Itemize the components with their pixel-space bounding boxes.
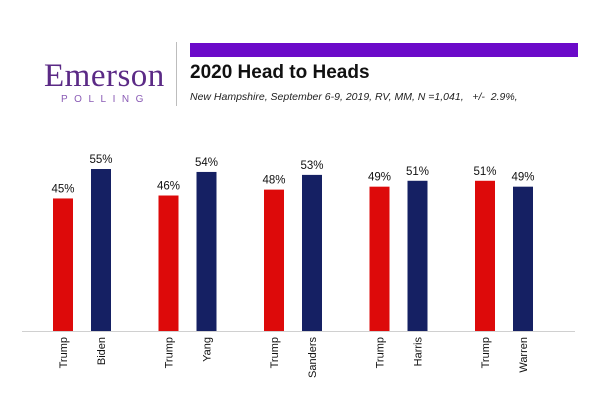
- bar-sanders-3: [302, 174, 322, 331]
- header-divider: [176, 42, 177, 106]
- bar-warren-5: [513, 186, 533, 331]
- tick-label-trump-3: Trump: [269, 337, 281, 368]
- data-label-harris-4: 51%: [406, 166, 429, 178]
- tick-label-biden-1: Biden: [96, 337, 108, 365]
- tick-label-harris-4: Harris: [413, 337, 425, 367]
- data-label-trump-2: 46%: [157, 181, 180, 193]
- data-label-trump-1: 45%: [51, 183, 74, 195]
- tick-label-trump-4: Trump: [375, 337, 387, 368]
- data-label-trump-4: 49%: [368, 172, 391, 184]
- tick-label-trump-1: Trump: [58, 337, 70, 368]
- tick-label-trump-2: Trump: [164, 337, 176, 368]
- bar-trump-1: [53, 198, 73, 331]
- chart-title: 2020 Head to Heads: [190, 62, 370, 83]
- accent-bar: [190, 43, 578, 57]
- bar-trump-5: [475, 180, 495, 331]
- tick-label-trump-5: Trump: [480, 337, 492, 368]
- data-label-trump-3: 48%: [262, 175, 285, 187]
- data-label-sanders-3: 53%: [300, 160, 323, 172]
- tick-label-sanders-3: Sanders: [307, 337, 319, 378]
- emerson-logo-polling: POLLING: [61, 94, 150, 105]
- bar-trump-4: [369, 186, 390, 331]
- tick-label-yang-2: Yang: [202, 337, 214, 362]
- tick-label-warren-5: Warren: [518, 337, 530, 373]
- data-label-biden-1: 55%: [89, 154, 112, 166]
- bar-trump-3: [264, 189, 284, 331]
- bar-yang-2: [196, 171, 217, 331]
- emerson-logo-wordmark: Emerson: [44, 58, 165, 94]
- bar-biden-1: [91, 169, 111, 331]
- data-label-trump-5: 51%: [473, 166, 496, 178]
- bar-trump-2: [158, 195, 179, 331]
- data-label-warren-5: 49%: [511, 172, 534, 184]
- data-label-yang-2: 54%: [195, 157, 218, 169]
- chart-subtitle: New Hampshire, September 6-9, 2019, RV, …: [190, 91, 518, 103]
- bar-harris-4: [407, 180, 428, 331]
